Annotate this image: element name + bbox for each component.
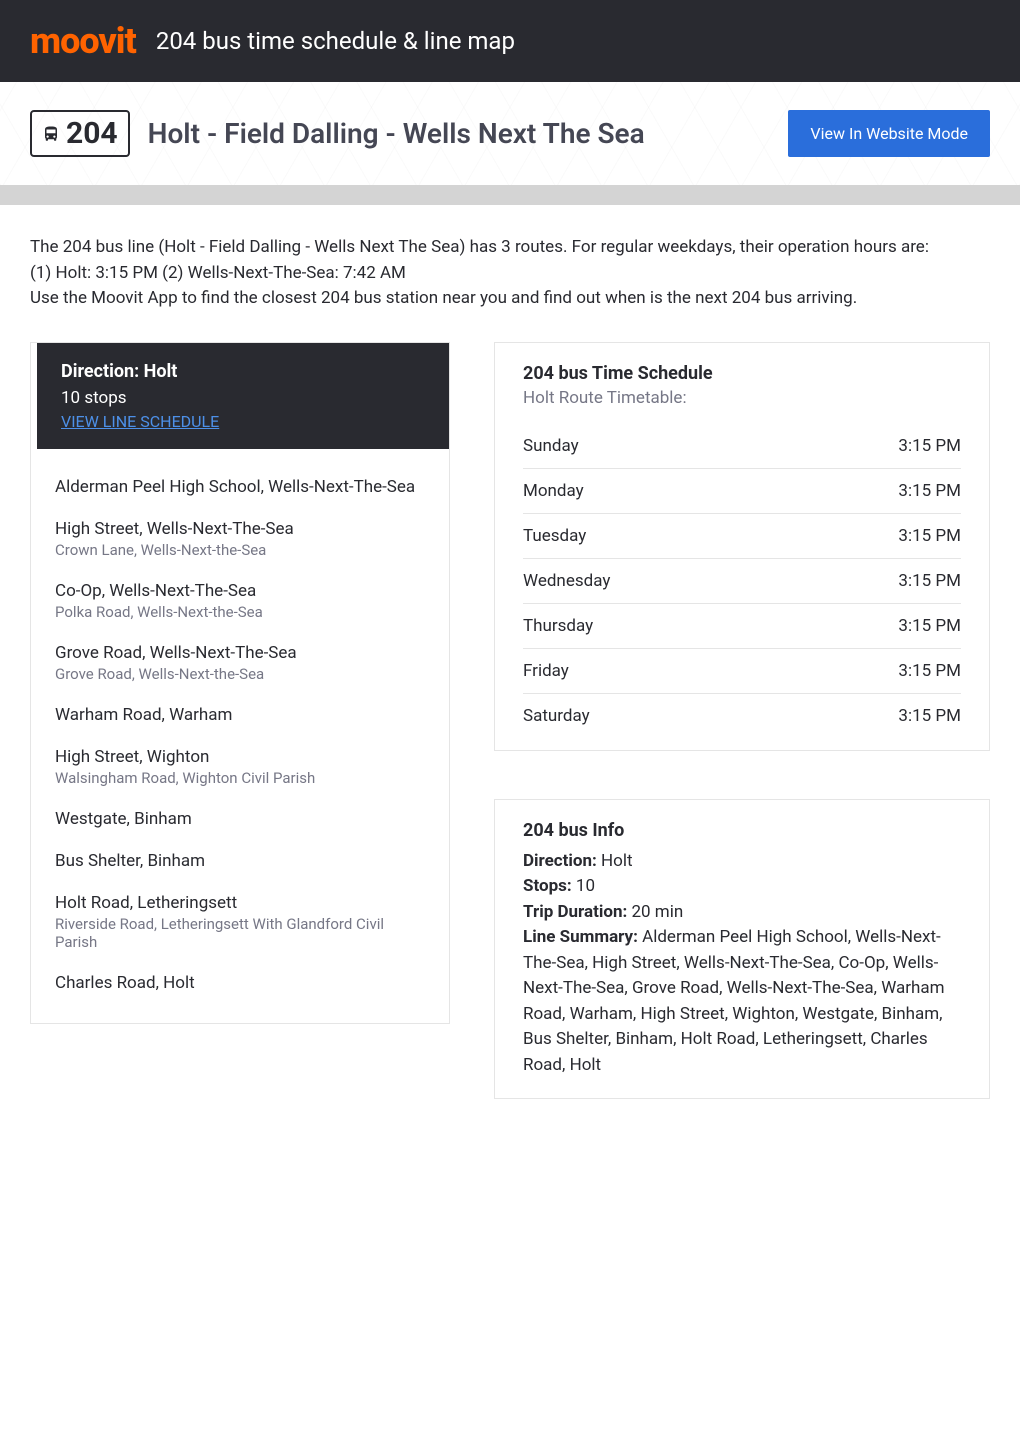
schedule-day: Friday	[523, 661, 569, 681]
info-direction: Direction: Holt	[523, 849, 961, 875]
info-stops-value: 10	[572, 876, 595, 896]
stop-name: Grove Road, Wells-Next-The-Sea	[55, 643, 425, 663]
left-column: Direction: Holt 10 stops VIEW LINE SCHED…	[30, 342, 450, 1100]
info-stops-label: Stops:	[523, 876, 572, 896]
stop-item: Alderman Peel High School, Wells-Next-Th…	[55, 477, 425, 497]
route-badge: 204	[30, 110, 130, 157]
schedule-time: 3:15 PM	[898, 571, 961, 591]
info-title: 204 bus Info	[523, 820, 961, 841]
stop-name: Bus Shelter, Binham	[55, 851, 425, 871]
info-summary: Line Summary: Alderman Peel High School,…	[523, 925, 961, 1078]
schedule-time: 3:15 PM	[898, 706, 961, 726]
header-bar: moovit 204 bus time schedule & line map	[0, 0, 1020, 82]
info-direction-label: Direction:	[523, 851, 597, 871]
stop-name: Charles Road, Holt	[55, 973, 425, 993]
schedule-time: 3:15 PM	[898, 616, 961, 636]
stop-name: Westgate, Binham	[55, 809, 425, 829]
website-mode-button[interactable]: View In Website Mode	[788, 110, 990, 157]
schedule-row: Saturday 3:15 PM	[523, 694, 961, 738]
stop-item: Co-Op, Wells-Next-The-Sea Polka Road, We…	[55, 581, 425, 621]
schedule-time: 3:15 PM	[898, 481, 961, 501]
schedule-row: Tuesday 3:15 PM	[523, 514, 961, 559]
direction-card: Direction: Holt 10 stops VIEW LINE SCHED…	[30, 342, 450, 1024]
stop-name: Alderman Peel High School, Wells-Next-Th…	[55, 477, 425, 497]
stop-item: High Street, Wells-Next-The-Sea Crown La…	[55, 519, 425, 559]
route-number: 204	[66, 116, 118, 151]
schedule-day: Thursday	[523, 616, 593, 636]
schedule-time: 3:15 PM	[898, 436, 961, 456]
schedule-subtitle: Holt Route Timetable:	[523, 388, 961, 408]
right-column: 204 bus Time Schedule Holt Route Timetab…	[494, 342, 990, 1100]
info-summary-label: Line Summary:	[523, 927, 638, 947]
stop-name: Holt Road, Letheringsett	[55, 893, 425, 913]
schedule-day: Tuesday	[523, 526, 586, 546]
grey-divider	[0, 185, 1020, 205]
stop-item: Bus Shelter, Binham	[55, 851, 425, 871]
info-duration-value: 20 min	[627, 902, 683, 922]
stop-item: Warham Road, Warham	[55, 705, 425, 725]
stop-item: High Street, Wighton Walsingham Road, Wi…	[55, 747, 425, 787]
info-card: 204 bus Info Direction: Holt Stops: 10 T…	[494, 799, 990, 1100]
schedule-day: Saturday	[523, 706, 590, 726]
moovit-logo: moovit	[30, 20, 136, 62]
stop-sublabel: Riverside Road, Letheringsett With Gland…	[55, 915, 425, 951]
intro-line2: (1) Holt: 3:15 PM (2) Wells-Next-The-Sea…	[30, 261, 990, 287]
content-row: Direction: Holt 10 stops VIEW LINE SCHED…	[0, 342, 1020, 1130]
bus-icon	[42, 125, 60, 143]
schedule-day: Wednesday	[523, 571, 610, 591]
schedule-row: Monday 3:15 PM	[523, 469, 961, 514]
view-schedule-link[interactable]: VIEW LINE SCHEDULE	[61, 412, 219, 431]
info-stops: Stops: 10	[523, 874, 961, 900]
schedule-row: Friday 3:15 PM	[523, 649, 961, 694]
info-duration: Trip Duration: 20 min	[523, 900, 961, 926]
schedule-day: Sunday	[523, 436, 579, 456]
route-name: Holt - Field Dalling - Wells Next The Se…	[148, 117, 645, 150]
direction-stops-count: 10 stops	[61, 388, 425, 408]
schedule-time: 3:15 PM	[898, 661, 961, 681]
stop-name: Co-Op, Wells-Next-The-Sea	[55, 581, 425, 601]
schedule-row: Thursday 3:15 PM	[523, 604, 961, 649]
route-banner: 204 Holt - Field Dalling - Wells Next Th…	[0, 82, 1020, 185]
schedule-table: Sunday 3:15 PM Monday 3:15 PM Tuesday 3:…	[523, 424, 961, 738]
intro-line1: The 204 bus line (Holt - Field Dalling -…	[30, 235, 990, 261]
intro-line3: Use the Moovit App to find the closest 2…	[30, 286, 990, 312]
stop-sublabel: Walsingham Road, Wighton Civil Parish	[55, 769, 425, 787]
route-banner-left: 204 Holt - Field Dalling - Wells Next Th…	[30, 110, 645, 157]
direction-title: Direction: Holt	[61, 361, 425, 382]
stop-item: Grove Road, Wells-Next-The-Sea Grove Roa…	[55, 643, 425, 683]
stop-item: Holt Road, Letheringsett Riverside Road,…	[55, 893, 425, 951]
page-title: 204 bus time schedule & line map	[156, 27, 515, 55]
intro-text: The 204 bus line (Holt - Field Dalling -…	[0, 205, 1020, 342]
schedule-time: 3:15 PM	[898, 526, 961, 546]
stop-sublabel: Polka Road, Wells-Next-the-Sea	[55, 603, 425, 621]
stop-name: High Street, Wighton	[55, 747, 425, 767]
stop-item: Westgate, Binham	[55, 809, 425, 829]
info-duration-label: Trip Duration:	[523, 902, 627, 922]
stops-list: Alderman Peel High School, Wells-Next-Th…	[31, 449, 449, 1023]
info-direction-value: Holt	[597, 851, 633, 871]
stop-sublabel: Grove Road, Wells-Next-the-Sea	[55, 665, 425, 683]
schedule-card: 204 bus Time Schedule Holt Route Timetab…	[494, 342, 990, 751]
schedule-row: Wednesday 3:15 PM	[523, 559, 961, 604]
stop-name: Warham Road, Warham	[55, 705, 425, 725]
info-summary-value: Alderman Peel High School, Wells-Next-Th…	[523, 927, 945, 1075]
direction-header: Direction: Holt 10 stops VIEW LINE SCHED…	[31, 343, 449, 449]
schedule-row: Sunday 3:15 PM	[523, 424, 961, 469]
stop-name: High Street, Wells-Next-The-Sea	[55, 519, 425, 539]
schedule-title: 204 bus Time Schedule	[523, 363, 961, 384]
schedule-day: Monday	[523, 481, 584, 501]
stop-item: Charles Road, Holt	[55, 973, 425, 993]
stop-sublabel: Crown Lane, Wells-Next-the-Sea	[55, 541, 425, 559]
